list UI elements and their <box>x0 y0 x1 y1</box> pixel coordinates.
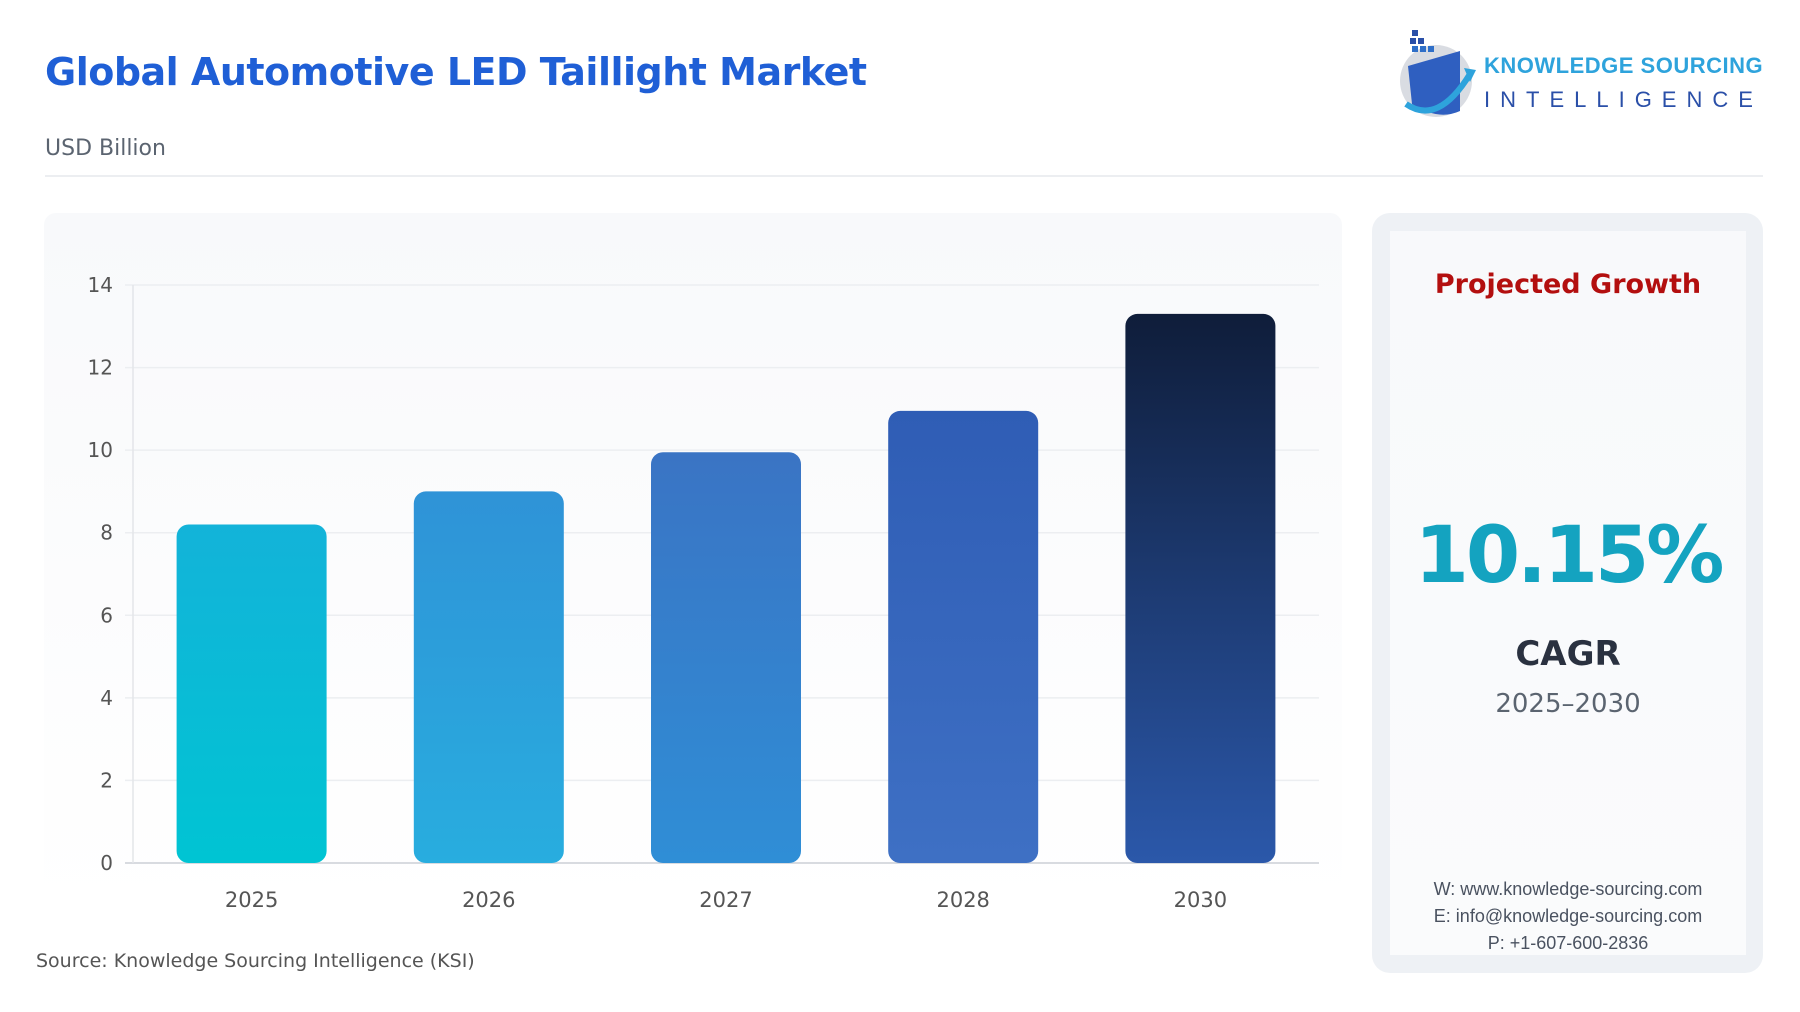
unit-label: USD Billion <box>45 136 166 161</box>
x-tick-label: 2030 <box>1174 888 1227 912</box>
growth-panel: Projected Growth 10.15% CAGR 2025–2030 W… <box>1372 213 1763 973</box>
logo-text-line1: KNOWLEDGE SOURCING <box>1484 53 1764 78</box>
y-tick-label: 0 <box>100 851 113 875</box>
x-tick-label: 2026 <box>462 888 515 912</box>
ksi-logo: KNOWLEDGE SOURCING INTELLIGENCE <box>1398 26 1788 121</box>
growth-card: Projected Growth 10.15% CAGR 2025–2030 W… <box>1390 231 1746 955</box>
cagr-label: CAGR <box>1515 634 1621 674</box>
bar-2026 <box>413 491 564 863</box>
y-tick-label: 4 <box>100 686 113 710</box>
page-title: Global Automotive LED Taillight Market <box>45 50 867 94</box>
bar-2025 <box>176 524 327 863</box>
logo-icon <box>1400 30 1476 117</box>
bar-2030 <box>1125 313 1276 863</box>
chart-card: 0 2 4 6 8 10 12 14 2025 2026 2027 2028 2030 <box>44 213 1342 912</box>
y-tick-label: 2 <box>100 768 113 792</box>
y-tick-label: 8 <box>100 521 113 545</box>
source-note: Source: Knowledge Sourcing Intelligence … <box>36 950 475 972</box>
panel-heading: Projected Growth <box>1434 269 1702 300</box>
divider <box>45 175 1763 177</box>
x-tick-label: 2027 <box>699 888 752 912</box>
x-tick-label: 2025 <box>225 888 278 912</box>
cagr-value: 10.15% <box>1414 511 1725 601</box>
bar-2027 <box>651 452 801 863</box>
contact-web[interactable]: W: www.knowledge-sourcing.com <box>1433 879 1703 899</box>
contact-email[interactable]: E: info@knowledge-sourcing.com <box>1433 906 1703 926</box>
y-tick-label: 12 <box>88 356 113 380</box>
y-tick-label: 6 <box>100 603 113 627</box>
logo-text-line2: INTELLIGENCE <box>1484 87 1763 112</box>
contact-phone: P: +1-607-600-2836 <box>1487 933 1649 953</box>
y-tick-label: 10 <box>88 438 113 462</box>
bar-2028 <box>888 410 1039 863</box>
y-tick-label: 14 <box>88 273 113 297</box>
bar-chart: 0 2 4 6 8 10 12 14 2025 2026 2027 2028 2030 <box>88 273 1319 912</box>
cagr-period: 2025–2030 <box>1495 689 1641 719</box>
x-tick-label: 2028 <box>936 888 989 912</box>
